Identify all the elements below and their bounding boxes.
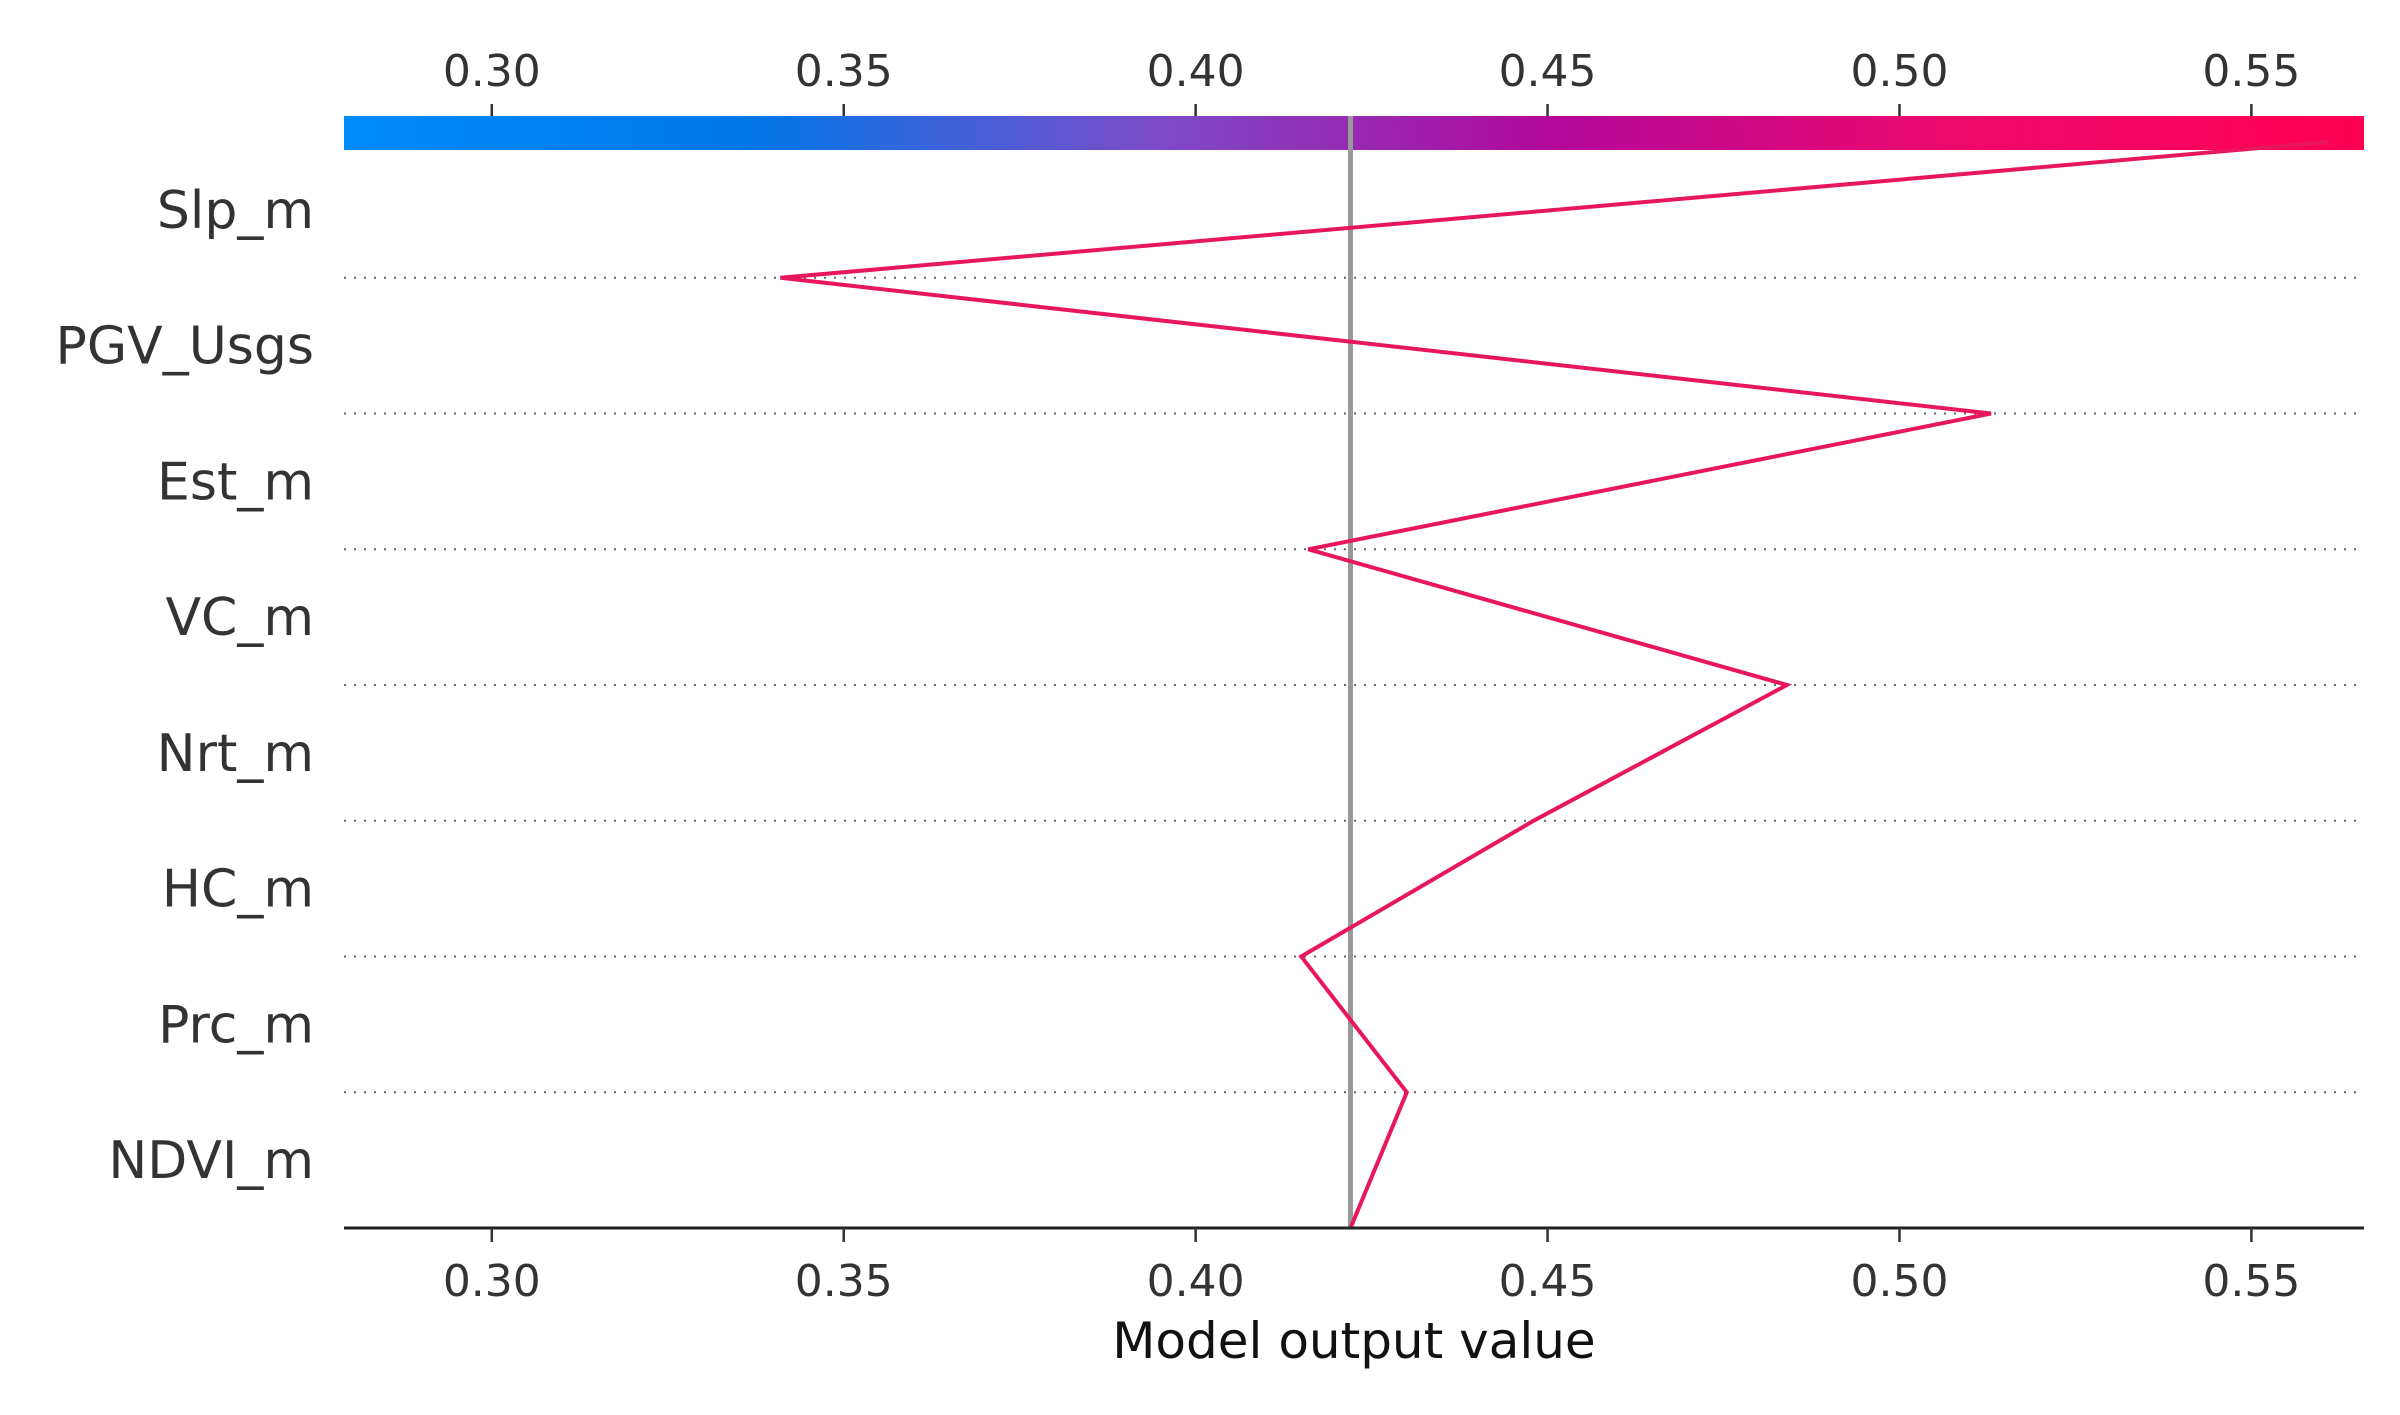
path-point-7 (780, 277, 781, 278)
x-tick-label-bottom: 0.55 (2202, 1256, 2300, 1307)
feature-label: HC_m (162, 860, 314, 920)
x-tick-label-top: 0.40 (1147, 46, 1245, 97)
feature-label: VC_m (165, 588, 314, 648)
x-axis-title: Model output value (1112, 1312, 1595, 1370)
path-point-6 (1990, 413, 1991, 414)
path-point-8 (2328, 142, 2329, 143)
x-tick-label-top: 0.35 (795, 46, 893, 97)
path-point-5 (1308, 549, 1309, 550)
x-tick-label-top: 0.30 (443, 46, 541, 97)
feature-label: Slp_m (157, 181, 314, 241)
x-tick-label-top: 0.55 (2202, 46, 2300, 97)
x-tick-label-bottom: 0.50 (1850, 1256, 1948, 1307)
feature-label: Est_m (157, 452, 314, 512)
feature-label: Nrt_m (157, 724, 314, 784)
path-point-4 (1786, 685, 1787, 686)
x-tick-label-bottom: 0.35 (795, 1256, 893, 1307)
feature-label: PGV_Usgs (56, 317, 314, 377)
feature-label: Prc_m (158, 995, 314, 1055)
x-tick-label-top: 0.50 (1850, 46, 1948, 97)
x-tick-label-bottom: 0.40 (1147, 1256, 1245, 1307)
x-tick-label-top: 0.45 (1499, 46, 1597, 97)
feature-label: NDVI_m (108, 1131, 314, 1191)
x-tick-label-bottom: 0.45 (1499, 1256, 1597, 1307)
path-point-2 (1301, 956, 1302, 957)
path-point-3 (1533, 820, 1534, 821)
colorbar (344, 116, 2364, 150)
path-point-1 (1406, 1092, 1407, 1093)
x-tick-label-bottom: 0.30 (443, 1256, 541, 1307)
decision-path (780, 140, 2329, 1229)
